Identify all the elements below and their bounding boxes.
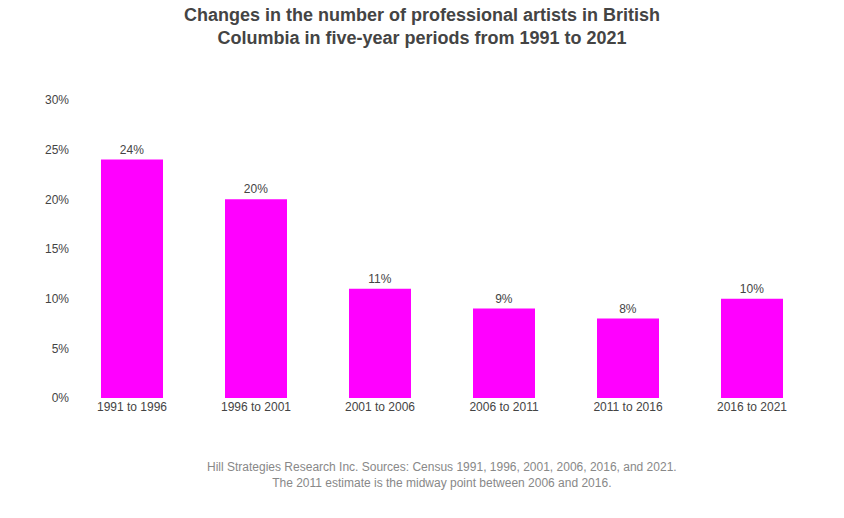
svg-text:2016 to 2021: 2016 to 2021 xyxy=(717,400,787,414)
svg-text:8%: 8% xyxy=(619,302,637,316)
svg-text:25%: 25% xyxy=(45,143,69,157)
svg-text:2001 to 2006: 2001 to 2006 xyxy=(345,400,415,414)
svg-text:20%: 20% xyxy=(45,193,69,207)
svg-text:Changes in the number of profe: Changes in the number of professional ar… xyxy=(184,5,660,48)
svg-text:Hill Strategies Research Inc.: Hill Strategies Research Inc. Sources: C… xyxy=(207,460,677,490)
svg-text:24%: 24% xyxy=(120,143,144,157)
svg-text:9%: 9% xyxy=(495,292,513,306)
svg-text:15%: 15% xyxy=(45,242,69,256)
svg-text:20%: 20% xyxy=(244,182,268,196)
svg-text:1996 to 2001: 1996 to 2001 xyxy=(221,400,291,414)
svg-text:10%: 10% xyxy=(45,292,69,306)
svg-text:10%: 10% xyxy=(740,282,764,296)
svg-text:2011 to 2016: 2011 to 2016 xyxy=(593,400,663,414)
svg-text:0%: 0% xyxy=(52,391,70,405)
svg-text:1991 to 1996: 1991 to 1996 xyxy=(97,400,167,414)
svg-text:2006 to 2011: 2006 to 2011 xyxy=(469,400,539,414)
svg-text:5%: 5% xyxy=(52,342,70,356)
svg-text:30%: 30% xyxy=(45,93,69,107)
svg-text:11%: 11% xyxy=(368,272,391,286)
